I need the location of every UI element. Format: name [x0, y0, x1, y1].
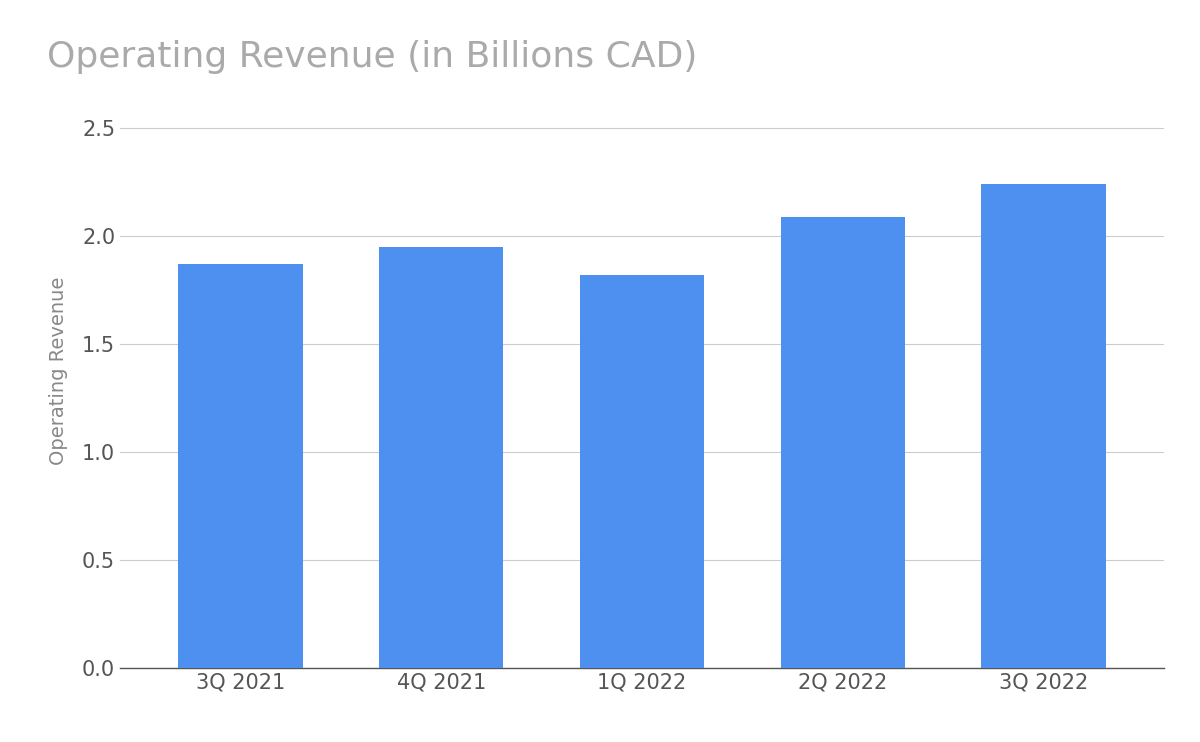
Bar	[982, 184, 1105, 668]
Bar	[379, 247, 504, 668]
Bar	[780, 217, 905, 668]
Text: Operating Revenue (in Billions CAD): Operating Revenue (in Billions CAD)	[47, 40, 697, 74]
Bar	[179, 264, 302, 668]
Y-axis label: Operating Revenue: Operating Revenue	[49, 277, 68, 465]
Bar	[580, 275, 704, 668]
